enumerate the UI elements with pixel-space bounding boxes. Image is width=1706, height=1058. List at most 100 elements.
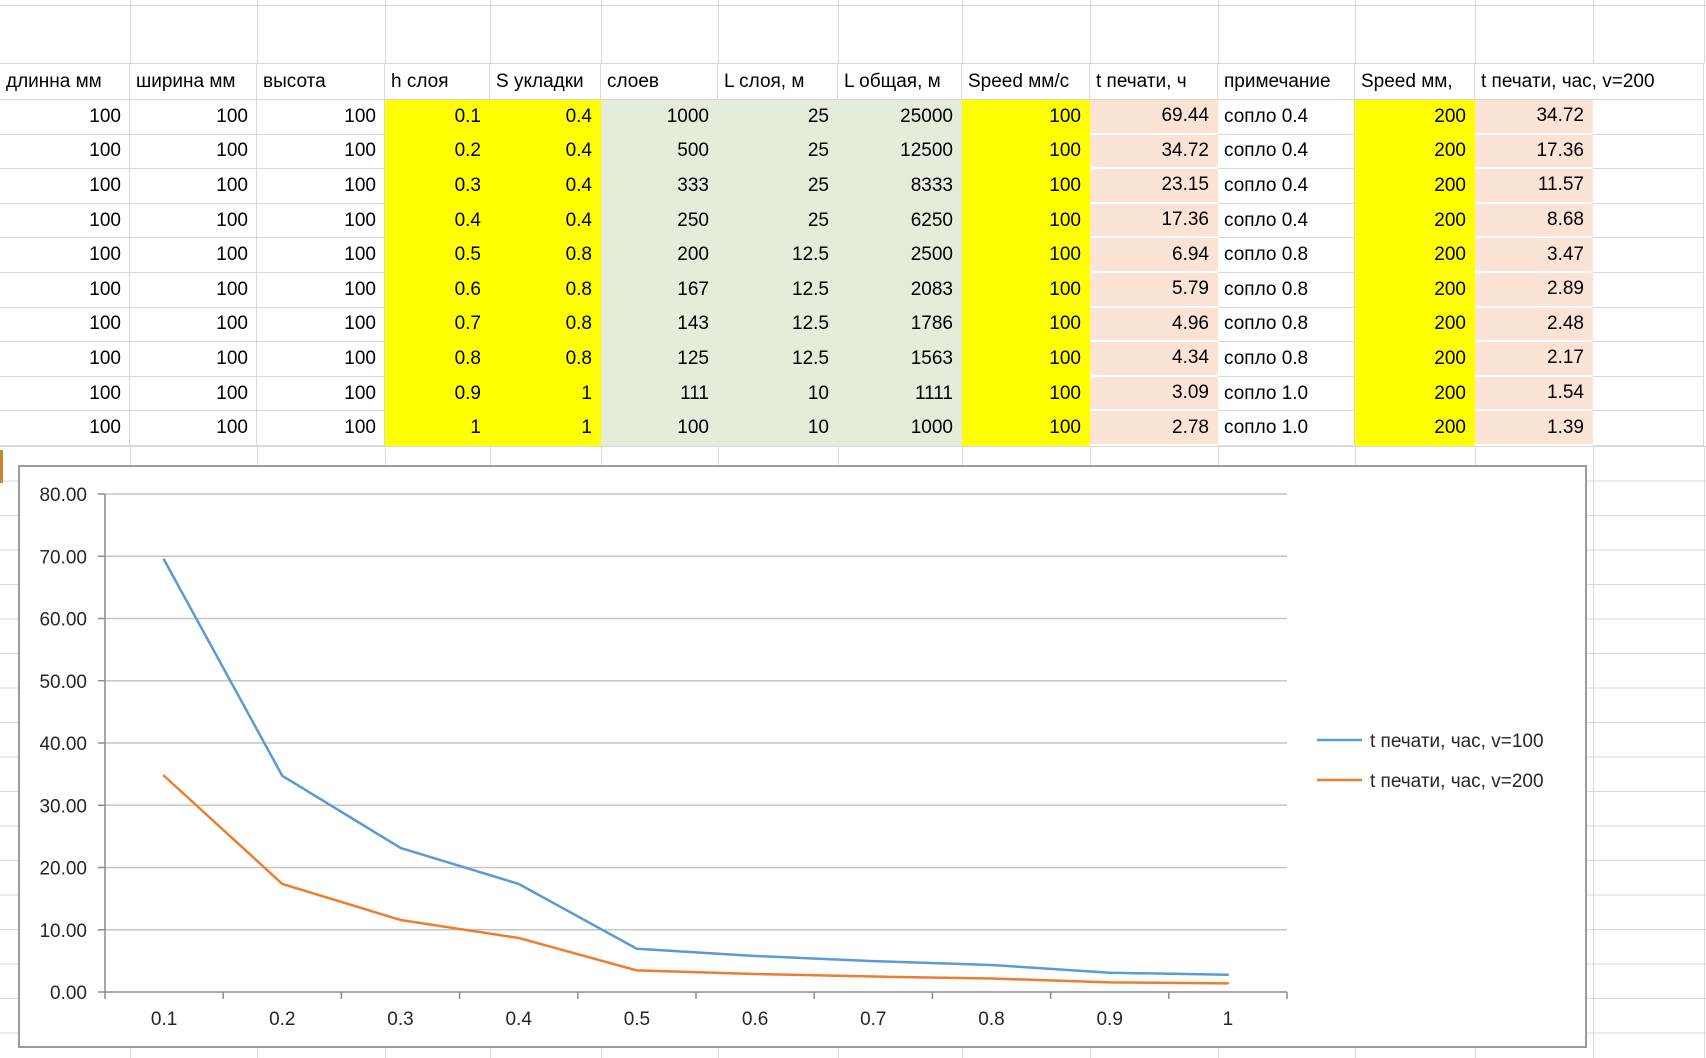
table-cell[interactable]: 100 (0, 203, 130, 239)
table-cell[interactable]: 25 (718, 100, 838, 135)
table-cell[interactable]: 167 (601, 272, 718, 308)
table-cell[interactable]: сопло 0.4 (1218, 134, 1355, 170)
table-cell[interactable]: 100 (257, 203, 385, 239)
table-cell[interactable]: 0.9 (385, 376, 490, 412)
table-cell[interactable]: 100 (962, 238, 1090, 273)
table-cell[interactable]: 200 (1355, 100, 1475, 135)
table-cell[interactable]: 111 (601, 376, 718, 412)
table-cell[interactable]: 2083 (838, 272, 962, 308)
table-cell[interactable]: 1563 (838, 342, 962, 377)
table-cell[interactable]: 12.5 (718, 307, 838, 343)
table-cell[interactable]: 23.15 (1090, 169, 1218, 204)
table-cell[interactable]: 1.39 (1475, 411, 1593, 446)
column-header[interactable]: t печати, час, v=200 (1475, 63, 1655, 100)
table-cell[interactable]: 0.8 (385, 342, 490, 377)
table-cell-empty[interactable] (1593, 134, 1704, 170)
table-cell[interactable]: 1.54 (1475, 376, 1593, 412)
table-cell[interactable]: 100 (0, 238, 130, 273)
column-header[interactable]: h слоя (385, 63, 490, 100)
table-cell[interactable]: 2.17 (1475, 342, 1593, 377)
table-cell[interactable]: 200 (1355, 342, 1475, 377)
table-cell[interactable]: 100 (0, 342, 130, 377)
table-cell[interactable]: 100 (130, 134, 257, 170)
table-cell[interactable]: 100 (0, 169, 130, 204)
table-cell[interactable]: 100 (257, 100, 385, 135)
table-cell[interactable]: 0.6 (385, 272, 490, 308)
table-cell[interactable]: 100 (962, 307, 1090, 343)
table-cell[interactable]: 200 (1355, 272, 1475, 308)
table-cell[interactable]: 3.47 (1475, 238, 1593, 273)
table-cell[interactable]: 100 (130, 376, 257, 412)
table-cell[interactable]: 100 (962, 272, 1090, 308)
table-cell[interactable]: сопло 0.8 (1218, 307, 1355, 343)
table-cell[interactable]: 3.09 (1090, 376, 1218, 412)
table-cell[interactable]: 200 (601, 238, 718, 273)
table-cell[interactable]: 12500 (838, 134, 962, 170)
table-cell[interactable]: 69.44 (1090, 100, 1218, 135)
table-cell[interactable]: 100 (0, 100, 130, 135)
table-cell[interactable]: 125 (601, 342, 718, 377)
column-header[interactable]: высота (257, 63, 385, 100)
table-cell[interactable]: 100 (257, 272, 385, 308)
table-cell[interactable]: 100 (962, 411, 1090, 446)
table-cell[interactable]: 2.48 (1475, 307, 1593, 343)
table-cell[interactable]: 25 (718, 169, 838, 204)
table-cell[interactable]: 0.2 (385, 134, 490, 170)
table-cell[interactable]: 34.72 (1090, 134, 1218, 170)
table-cell[interactable]: сопло 0.4 (1218, 169, 1355, 204)
table-cell[interactable]: 0.8 (490, 238, 601, 273)
column-header[interactable]: ширина мм (130, 63, 257, 100)
table-cell[interactable]: 100 (0, 272, 130, 308)
column-header[interactable]: Speed мм/с (962, 63, 1090, 100)
table-cell[interactable]: 6.94 (1090, 238, 1218, 273)
table-cell[interactable]: 250 (601, 203, 718, 239)
table-cell[interactable]: 0.1 (385, 100, 490, 135)
table-cell[interactable]: 100 (0, 134, 130, 170)
table-cell[interactable]: 200 (1355, 134, 1475, 170)
table-cell[interactable]: 25 (718, 203, 838, 239)
table-cell[interactable]: сопло 1.0 (1218, 411, 1355, 446)
table-cell[interactable]: 100 (257, 307, 385, 343)
legend-entry[interactable]: t печати, час, v=200 (1370, 771, 1544, 792)
table-cell[interactable]: 6250 (838, 203, 962, 239)
table-cell[interactable]: 100 (130, 100, 257, 135)
table-cell[interactable]: 100 (0, 411, 130, 446)
table-cell[interactable]: 17.36 (1475, 134, 1593, 170)
table-cell[interactable]: 100 (257, 411, 385, 446)
table-cell[interactable]: 200 (1355, 169, 1475, 204)
table-cell[interactable]: 34.72 (1475, 100, 1593, 135)
column-header[interactable]: примечание (1218, 63, 1355, 100)
table-cell[interactable]: 8.68 (1475, 203, 1593, 239)
table-cell[interactable]: 25000 (838, 100, 962, 135)
column-header-empty[interactable] (1593, 63, 1704, 100)
table-cell[interactable]: 0.3 (385, 169, 490, 204)
table-cell[interactable]: сопло 0.8 (1218, 342, 1355, 377)
table-cell[interactable]: 100 (130, 272, 257, 308)
table-cell[interactable]: 25 (718, 134, 838, 170)
table-cell[interactable]: 0.5 (385, 238, 490, 273)
table-cell[interactable]: 100 (130, 203, 257, 239)
table-cell[interactable]: 5.79 (1090, 272, 1218, 308)
table-cell[interactable]: 100 (130, 342, 257, 377)
column-header[interactable]: слоев (601, 63, 718, 100)
column-header[interactable]: L общая, м (838, 63, 962, 100)
table-cell-empty[interactable] (1593, 203, 1704, 239)
table-cell[interactable]: 100 (130, 411, 257, 446)
table-cell[interactable]: 100 (257, 169, 385, 204)
table-cell[interactable]: 100 (0, 307, 130, 343)
table-cell[interactable]: 2.89 (1475, 272, 1593, 308)
table-cell[interactable]: 1 (385, 411, 490, 446)
table-cell[interactable]: 200 (1355, 376, 1475, 412)
table-cell[interactable]: 100 (962, 100, 1090, 135)
table-cell[interactable]: 100 (0, 376, 130, 412)
table-cell[interactable]: 100 (962, 376, 1090, 412)
table-cell[interactable]: 100 (257, 134, 385, 170)
table-cell[interactable]: 12.5 (718, 342, 838, 377)
table-cell[interactable]: сопло 1.0 (1218, 376, 1355, 412)
table-cell[interactable]: 100 (130, 238, 257, 273)
table-cell-empty[interactable] (1593, 342, 1704, 377)
table-cell[interactable]: 100 (962, 169, 1090, 204)
table-cell-empty[interactable] (1593, 169, 1704, 204)
legend-entry[interactable]: t печати, час, v=100 (1370, 731, 1544, 752)
table-cell[interactable]: 12.5 (718, 238, 838, 273)
